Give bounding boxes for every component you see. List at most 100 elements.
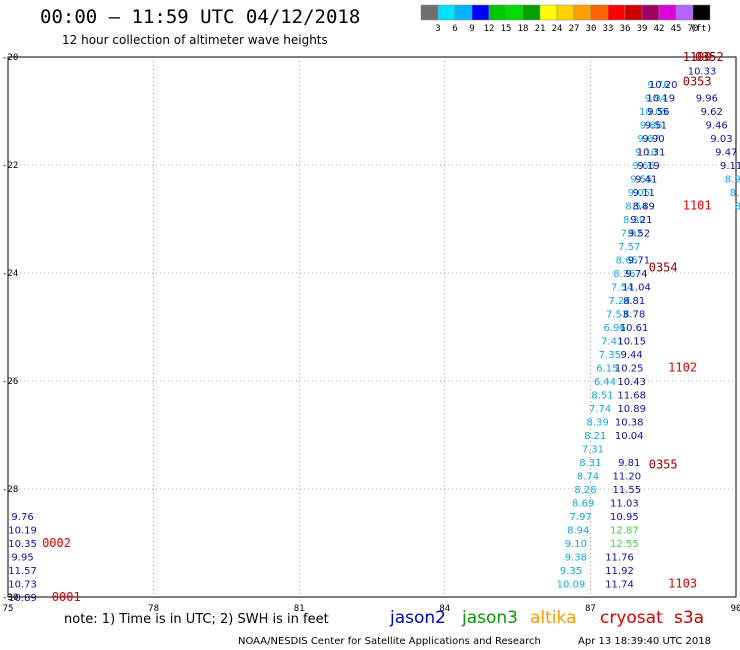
y-tick-label: -30 (2, 593, 18, 603)
wave-height-label: 9.94 (645, 94, 667, 105)
wave-height-label: 11.04 (622, 283, 651, 294)
time-label: 1100 (683, 50, 712, 64)
wave-height-label: 10.25 (615, 364, 644, 375)
color-legend: 3 6 9 12 15 18 21 24 27 30 33 36 39 42 45 70(ft) (420, 4, 712, 34)
colorbar-swatch (539, 4, 558, 21)
legend-cryosat: cryosat (600, 608, 663, 628)
wave-height-label: 7.54 (611, 283, 633, 294)
wave-height-label: 9.38 (565, 553, 587, 564)
colorbar-tick: 6 (452, 24, 457, 34)
wave-height-label: 8.31 (579, 458, 601, 469)
wave-height-label: 8.15 (730, 188, 740, 199)
legend-altika: altika (530, 608, 577, 628)
wave-height-label: 10.73 (8, 580, 37, 591)
wave-height-label: 9.76 (647, 80, 669, 91)
wave-height-label: 10.19 (646, 94, 675, 105)
wave-height-label: 10.20 (649, 80, 678, 91)
wave-height-label: 9.62 (701, 107, 723, 118)
wave-height-label: 9.21 (630, 215, 652, 226)
wave-height-label: 9.74 (625, 269, 647, 280)
wave-height-label: 10.09 (557, 580, 586, 591)
wave-height-label: 9.19 (638, 161, 660, 172)
legend-jason3: jason3 (462, 608, 518, 628)
wave-height-label: 9.46 (705, 121, 727, 132)
wave-height-label: 11.20 (612, 472, 641, 483)
wave-height-label: 9.95 (11, 553, 33, 564)
wave-height-label: 7.57 (618, 242, 640, 253)
colorbar-tick: 70 (688, 24, 699, 34)
wave-height-label: 6.96 (604, 323, 626, 334)
colorbar-swatch (641, 4, 660, 21)
colorbar-tick: 30 (586, 24, 597, 34)
colorbar-tick: 36 (620, 24, 631, 34)
colorbar-swatch (607, 4, 626, 21)
wave-height-label: 7.24 (608, 296, 630, 307)
wave-height-label: 9.47 (715, 148, 737, 159)
wave-height-label: 10.19 (8, 526, 37, 537)
wave-height-label: 11.68 (617, 391, 646, 402)
wave-height-label: 10.33 (688, 67, 717, 78)
wave-height-label: 8.78 (623, 310, 645, 321)
colorbar-tick: 45 (671, 24, 682, 34)
colorbar-tick: 12 (484, 24, 495, 34)
wave-height-label: 10.04 (615, 431, 644, 442)
colorbar-swatch (556, 4, 575, 21)
wave-height-label: 9.55 (630, 175, 652, 186)
wave-height-label: 9.90 (642, 134, 664, 145)
wave-height-label: 8.94 (567, 526, 589, 537)
wave-height-label: 10.95 (610, 512, 639, 523)
generated-datestamp: Apr 13 18:39:40 UTC 2018 (578, 636, 711, 647)
wave-height-label: 9.67 (638, 134, 660, 145)
wave-height-label: 7.35 (599, 350, 621, 361)
x-tick-label: 84 (439, 604, 450, 614)
wave-height-label: 8.39 (587, 418, 609, 429)
wave-height-label: 8.51 (591, 391, 613, 402)
wave-height-label: 10.89 (617, 404, 646, 415)
wave-height-label: 7.53 (606, 310, 628, 321)
wave-height-label: 7.74 (589, 404, 611, 415)
wave-height-label: 9.41 (635, 175, 657, 186)
colorbar-unit: (ft) (690, 24, 712, 34)
colorbar-swatch (573, 4, 592, 21)
colorbar-swatch (675, 4, 694, 21)
wave-height-label: 8.54 (625, 202, 647, 213)
x-tick-label: 90 (731, 604, 740, 614)
x-tick-label: 87 (585, 604, 596, 614)
wave-height-label: 9.44 (621, 350, 643, 361)
axis-ticks: 75 78 81 84 87 90 -20 -22 -24 -26 -28 -30 (2, 53, 740, 614)
wave-height-label: 9.86 (640, 121, 662, 132)
wave-height-label: 11.92 (605, 566, 634, 577)
colorbar-tick: 24 (552, 24, 563, 34)
wave-height-label: 9.11 (633, 188, 655, 199)
y-tick-label: -28 (2, 485, 18, 495)
wave-height-label: 12.87 (610, 526, 639, 537)
grid-lines (8, 57, 736, 597)
wave-height-label: 10.89 (8, 593, 37, 604)
y-tick-label: -22 (2, 161, 18, 171)
wave-height-label: 10.61 (620, 323, 649, 334)
time-label: 1103 (668, 577, 697, 591)
colorbar-swatch (471, 4, 490, 21)
wave-height-label: 9.81 (618, 458, 640, 469)
wave-height-label: 8.98 (725, 175, 740, 186)
y-tick-label: -20 (2, 53, 18, 63)
wave-height-label: 10.15 (617, 337, 646, 348)
wave-height-label: 11.03 (610, 499, 639, 510)
wave-height-label: 8.30 (735, 202, 740, 213)
colorbar-swatch (454, 4, 473, 21)
wave-height-label: 8.26 (613, 269, 635, 280)
wave-height-label: 8.65 (616, 256, 638, 267)
colorbar-swatch (420, 4, 439, 21)
time-label: 0002 (42, 536, 71, 550)
wave-height-label: 7.92 (621, 229, 643, 240)
y-tick-label: -26 (2, 377, 18, 387)
wave-height-label: 10.43 (617, 377, 646, 388)
wave-height-label: 9.05 (628, 188, 650, 199)
footer-note: note: 1) Time is in UTC; 2) SWH is in fe… (64, 612, 329, 627)
x-tick-label: 78 (148, 604, 159, 614)
time-label: 0352 (695, 50, 724, 64)
time-label: 1102 (668, 361, 697, 375)
wave-height-label: 12.55 (610, 539, 639, 550)
colorbar-swatch (488, 4, 507, 21)
wave-height-label: 9.71 (628, 256, 650, 267)
